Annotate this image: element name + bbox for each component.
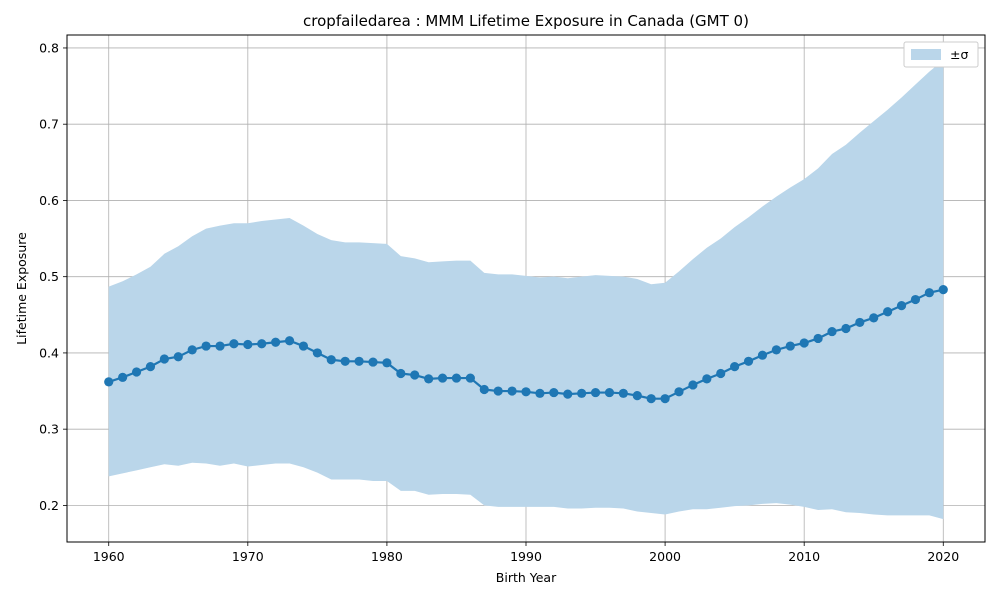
legend-swatch	[911, 49, 941, 60]
data-point	[368, 357, 378, 367]
data-point	[604, 387, 615, 398]
data-point	[507, 386, 517, 396]
data-point	[104, 377, 114, 387]
data-point	[563, 389, 573, 399]
data-point	[382, 358, 392, 368]
data-point	[145, 362, 156, 372]
data-point	[535, 388, 545, 398]
data-point	[243, 339, 253, 350]
data-point	[396, 368, 406, 379]
data-point	[883, 307, 893, 317]
y-tick-label: 0.2	[39, 498, 59, 513]
x-tick-label: 1990	[510, 549, 542, 564]
data-point	[660, 394, 670, 404]
data-point	[938, 285, 948, 295]
x-axis-label: Birth Year	[496, 570, 557, 585]
axis-ticks: 1960 1970 1980 1990 2000 2010 2020 0.2 0.3 0.4 0.5…	[39, 40, 959, 564]
data-point	[674, 387, 684, 397]
data-point	[910, 294, 921, 305]
x-tick-label: 1970	[232, 549, 264, 564]
data-point	[688, 380, 698, 390]
data-point	[284, 336, 295, 346]
data-point	[869, 313, 879, 323]
data-point	[785, 341, 795, 351]
y-tick-label: 0.7	[39, 117, 59, 132]
data-point	[479, 384, 489, 395]
data-point	[577, 388, 587, 398]
data-point	[340, 356, 350, 366]
data-point	[465, 373, 475, 383]
data-point	[924, 288, 934, 298]
data-point	[298, 341, 309, 351]
y-tick-label: 0.3	[39, 422, 59, 437]
data-point	[771, 345, 781, 355]
data-point	[187, 345, 197, 355]
data-point	[131, 367, 142, 377]
data-point	[590, 387, 601, 398]
legend-label: ±σ	[950, 47, 968, 62]
series-points	[104, 285, 948, 404]
data-point	[437, 373, 448, 383]
data-point	[813, 333, 823, 344]
y-tick-label: 0.6	[39, 193, 59, 208]
data-point	[118, 372, 128, 382]
x-tick-label: 1960	[93, 549, 125, 564]
data-point	[841, 323, 851, 334]
data-point	[312, 348, 322, 358]
data-point	[646, 394, 656, 404]
data-point	[730, 362, 740, 372]
x-tick-label: 2010	[788, 549, 820, 564]
data-point	[493, 386, 503, 396]
y-axis-label: Lifetime Exposure	[14, 232, 29, 345]
data-point	[632, 391, 642, 401]
y-tick-label: 0.4	[39, 345, 59, 360]
data-point	[159, 354, 169, 364]
data-point	[716, 368, 726, 379]
data-point	[424, 374, 434, 384]
data-point	[229, 339, 239, 349]
data-point	[354, 356, 364, 366]
data-point	[173, 352, 183, 362]
data-point	[855, 317, 865, 328]
data-point	[410, 370, 420, 380]
data-point	[896, 301, 907, 311]
sigma-band	[108, 60, 944, 520]
data-point	[521, 387, 531, 397]
legend: ±σ	[903, 41, 979, 68]
data-point	[618, 388, 628, 398]
data-point	[757, 350, 768, 360]
chart-title: cropfailedarea : MMM Lifetime Exposure i…	[303, 12, 749, 30]
data-point	[257, 339, 267, 349]
x-tick-label: 2000	[649, 549, 681, 564]
x-tick-label: 1980	[371, 549, 403, 564]
data-point	[201, 341, 211, 351]
data-point	[827, 326, 837, 337]
data-point	[743, 356, 754, 366]
x-tick-label: 2020	[927, 549, 959, 564]
data-point	[799, 338, 809, 348]
data-point	[702, 374, 712, 384]
y-tick-label: 0.5	[39, 269, 59, 284]
data-point	[451, 373, 462, 383]
y-tick-label: 0.8	[39, 40, 59, 55]
data-point	[215, 341, 225, 351]
data-point	[326, 355, 336, 365]
data-point	[549, 387, 559, 398]
data-point	[271, 337, 281, 347]
